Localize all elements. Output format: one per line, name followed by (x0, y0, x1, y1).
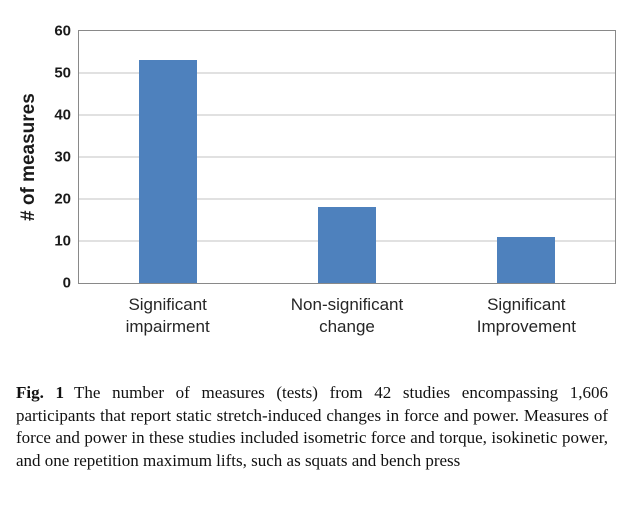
figure-caption: Fig. 1 The number of measures (tests) fro… (16, 382, 608, 472)
bar-3 (496, 236, 555, 283)
y-tick-label: 20 (54, 190, 71, 208)
caption-text: The number of measures (tests) from 42 s… (16, 383, 609, 470)
bar-slot (436, 31, 615, 283)
y-axis: 0 10 20 30 40 50 60 (42, 24, 78, 291)
gridline (79, 114, 615, 116)
plot-area (78, 30, 616, 284)
gridline (79, 72, 615, 74)
y-axis-title: # of measures (18, 93, 39, 221)
y-tick-label: 10 (54, 232, 71, 250)
bar-slot (79, 31, 258, 283)
bar-2 (318, 207, 376, 283)
figure-label: Fig. 1 (16, 383, 65, 403)
bar-1 (139, 60, 198, 283)
y-tick-label: 30 (54, 148, 71, 166)
bar-slot (258, 31, 437, 283)
x-tick-label: Non-significant change (290, 295, 404, 337)
y-tick-label: 0 (62, 274, 71, 292)
y-tick-label: 50 (54, 64, 71, 82)
y-tick-label: 40 (54, 106, 71, 124)
x-tick-label: Significant Improvement (476, 295, 576, 337)
x-tick-label: Significant impairment (125, 295, 210, 337)
bars-row (79, 31, 615, 283)
x-axis-labels: Significant impairment Non-significant ch… (78, 294, 616, 338)
y-tick-label: 60 (54, 22, 71, 40)
gridline (79, 198, 615, 200)
gridline (79, 156, 615, 158)
bar-chart: # of measures 0 10 20 30 40 50 60 Significant … (16, 24, 616, 338)
